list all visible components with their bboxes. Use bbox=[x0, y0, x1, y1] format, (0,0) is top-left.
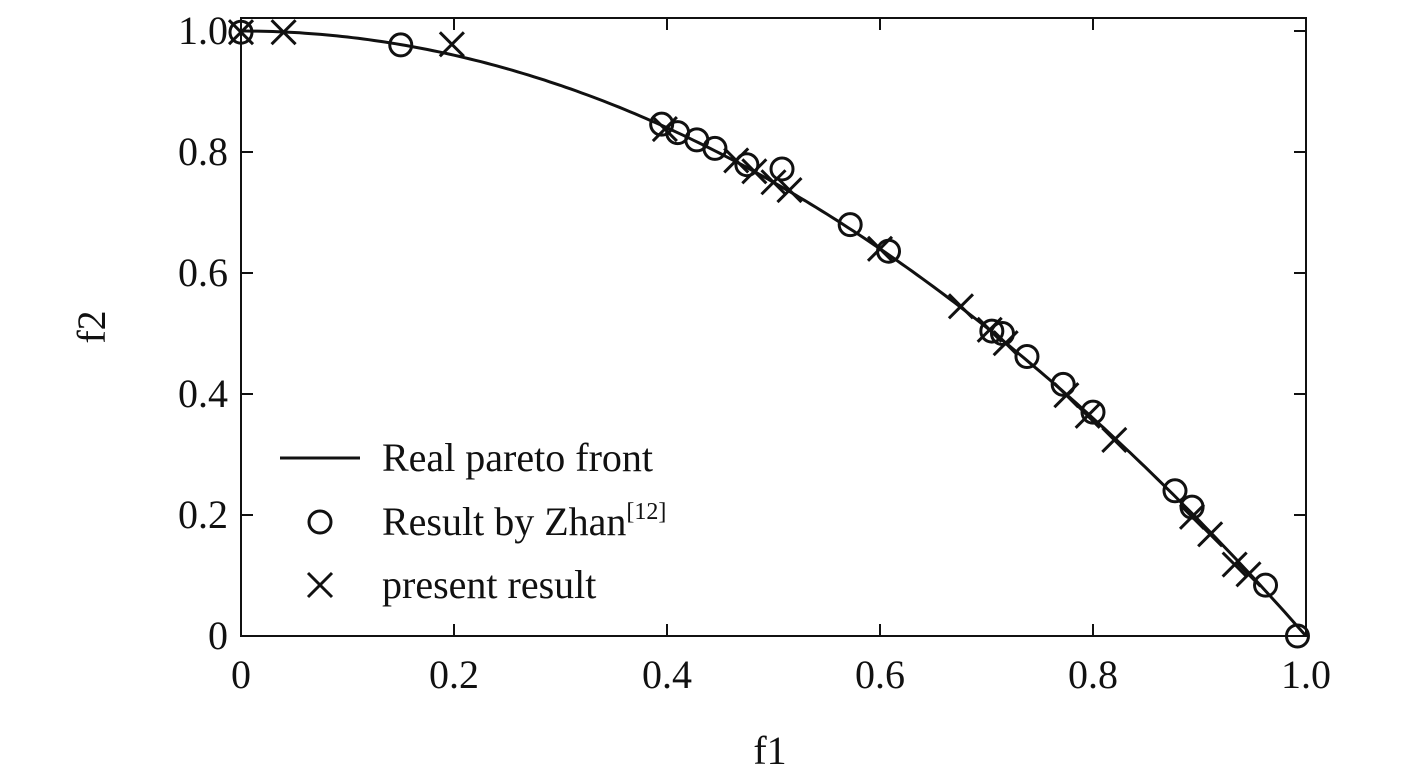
data-markers bbox=[227, 19, 1310, 649]
zhan-result-point bbox=[769, 156, 795, 182]
zhan-result-point bbox=[1162, 478, 1188, 504]
present-result-point bbox=[992, 330, 1019, 357]
present-result-point bbox=[1101, 426, 1128, 454]
y-tick-label: 0.8 bbox=[178, 129, 228, 174]
x-tick-label: 0.6 bbox=[855, 652, 905, 697]
present-result-point bbox=[227, 19, 255, 46]
legend-circle-swatch bbox=[307, 509, 333, 535]
x-tick-label: 0 bbox=[231, 652, 251, 697]
legend-label: present result bbox=[382, 562, 596, 607]
zhan-result-point bbox=[1253, 572, 1279, 598]
plot-frame bbox=[240, 17, 1307, 637]
present-result-point bbox=[651, 115, 678, 143]
y-tick-label: 0.6 bbox=[178, 250, 228, 295]
present-result-point bbox=[1235, 561, 1262, 588]
present-result-point bbox=[1197, 521, 1224, 548]
legend-item: present result bbox=[306, 562, 596, 607]
present-result-point bbox=[438, 31, 465, 58]
legend-label: Real pareto front bbox=[382, 435, 653, 480]
legend-item: Real pareto front bbox=[280, 435, 653, 480]
zhan-result-point bbox=[388, 32, 414, 58]
present-result-point bbox=[976, 316, 1003, 343]
present-result-point bbox=[1074, 402, 1101, 429]
y-tick-label: 1.0 bbox=[178, 8, 228, 53]
y-tick-label: 0 bbox=[208, 613, 228, 658]
legend: Real pareto front Result by Zhan[12] prese… bbox=[280, 435, 666, 607]
zhan-result-point bbox=[979, 318, 1005, 344]
present-result-point bbox=[760, 169, 787, 196]
legend-x-swatch bbox=[306, 571, 334, 599]
zhan-result-point bbox=[1050, 371, 1076, 397]
zhan-result-point bbox=[734, 152, 760, 178]
present-result-point bbox=[866, 235, 894, 262]
y-tick-label: 0.4 bbox=[178, 371, 228, 416]
zhan-result-point bbox=[837, 212, 863, 238]
legend-label: Result by Zhan[12] bbox=[382, 499, 666, 544]
x-axis-label: f1 bbox=[753, 728, 786, 771]
zhan-result-point bbox=[228, 19, 254, 45]
axis-ticks bbox=[240, 18, 1307, 637]
present-result-point bbox=[776, 177, 803, 204]
real-pareto-front-line bbox=[241, 29, 1308, 637]
x-tick-label: 0.4 bbox=[642, 652, 692, 697]
present-result-point bbox=[947, 293, 975, 320]
x-tick-label: 0.8 bbox=[1068, 652, 1118, 697]
present-result-point bbox=[1053, 382, 1080, 409]
zhan-result-point bbox=[1014, 343, 1040, 369]
tick-labels: 0 0.2 0.4 0.6 0.8 1.0 0 0.2 0.4 0.6 0.8 1.0 bbox=[178, 8, 1331, 697]
x-tick-label: 1.0 bbox=[1281, 652, 1331, 697]
y-axis-label: f2 bbox=[69, 310, 114, 343]
present-result-point bbox=[723, 147, 750, 174]
present-result-point bbox=[1221, 551, 1248, 578]
present-result-point bbox=[270, 19, 297, 46]
zhan-result-point bbox=[1284, 623, 1310, 649]
y-tick-label: 0.2 bbox=[178, 492, 228, 537]
legend-item: Result by Zhan[12] bbox=[307, 499, 666, 544]
present-result-point bbox=[741, 158, 768, 185]
x-tick-label: 0.2 bbox=[429, 652, 479, 697]
